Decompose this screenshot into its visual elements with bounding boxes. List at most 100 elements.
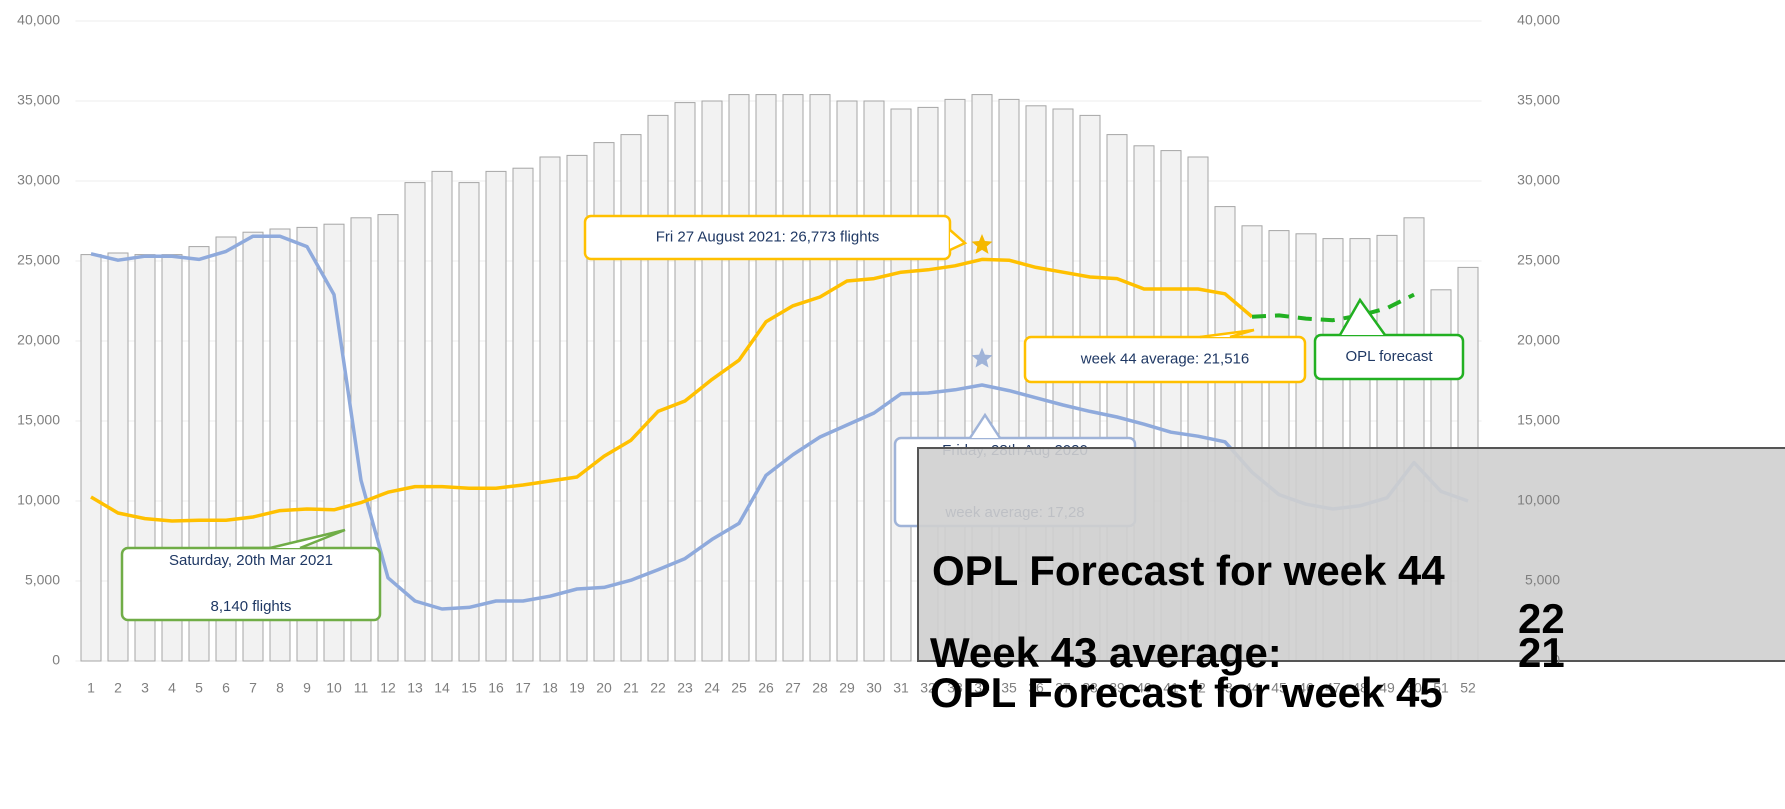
bar bbox=[512, 167, 534, 662]
overlay-text: OPL Forecast for week 45 bbox=[930, 669, 1443, 716]
x-tick-label: 29 bbox=[839, 680, 855, 696]
x-tick-label: 32 bbox=[920, 680, 936, 696]
x-tick-label: 3 bbox=[141, 680, 149, 696]
x-tick-label: 30 bbox=[866, 680, 882, 696]
annotation-box bbox=[1313, 333, 1465, 381]
x-tick-label: 8 bbox=[276, 680, 284, 696]
bar bbox=[890, 108, 912, 662]
x-tick-label: 12 bbox=[380, 680, 396, 696]
x-tick-label: 17 bbox=[515, 680, 531, 696]
x-tick-label: 5 bbox=[195, 680, 203, 696]
annotation-pointer bbox=[968, 412, 1002, 439]
x-tick-label: 37 bbox=[1055, 680, 1071, 696]
x-tick-label: 10 bbox=[326, 680, 342, 696]
x-tick-label: 40 bbox=[1136, 680, 1152, 696]
bar bbox=[404, 182, 426, 662]
bar bbox=[863, 100, 885, 662]
y-tick-label: 35,000 bbox=[17, 92, 60, 108]
y2-tick-label: 20,000 bbox=[1517, 332, 1560, 348]
bar bbox=[539, 156, 561, 662]
annotation-pointer bbox=[949, 229, 968, 252]
overlay-text: 22 bbox=[1518, 595, 1565, 642]
y2-tick-label: 10,000 bbox=[1517, 492, 1560, 508]
annotation-box bbox=[1023, 335, 1307, 384]
x-tick-label: 9 bbox=[303, 680, 311, 696]
x-tick-label: 15 bbox=[461, 680, 477, 696]
y-tick-label: 0 bbox=[52, 652, 60, 668]
x-tick-label: 28 bbox=[812, 680, 828, 696]
x-tick-label: 4 bbox=[168, 680, 176, 696]
x-tick-label: 27 bbox=[785, 680, 801, 696]
y2-tick-label: 15,000 bbox=[1517, 412, 1560, 428]
x-tick-label: 34 bbox=[974, 680, 990, 696]
annotation-text: Fri 27 August 2021: 26,773 flights bbox=[656, 228, 879, 245]
x-tick-label: 20 bbox=[596, 680, 612, 696]
x-tick-label: 49 bbox=[1379, 680, 1395, 696]
y-tick-label: 20,000 bbox=[17, 332, 60, 348]
annotation-pointer bbox=[1199, 328, 1255, 339]
x-tick-label: 19 bbox=[569, 680, 585, 696]
x-tick-label: 21 bbox=[623, 680, 639, 696]
y2-tick-label: 40,000 bbox=[1517, 12, 1560, 28]
annotation-text: Saturday, 20th Mar 2021 bbox=[169, 552, 333, 569]
x-tick-label: 13 bbox=[407, 680, 423, 696]
bar bbox=[593, 142, 615, 662]
annotation-pointer bbox=[1338, 297, 1387, 336]
x-tick-label: 36 bbox=[1028, 680, 1044, 696]
bar bbox=[836, 100, 858, 662]
annotation-pointer bbox=[240, 528, 346, 550]
y-tick-label: 15,000 bbox=[17, 412, 60, 428]
bar bbox=[728, 94, 750, 662]
x-tick-label: 6 bbox=[222, 680, 230, 696]
x-tick-label: 39 bbox=[1109, 680, 1125, 696]
annotation-text: 8,140 flights bbox=[211, 598, 292, 615]
x-tick-label: 46 bbox=[1298, 680, 1314, 696]
x-tick-label: 18 bbox=[542, 680, 558, 696]
overlay-text: Week 43 average: bbox=[930, 629, 1282, 676]
bar bbox=[485, 170, 507, 662]
bar bbox=[431, 170, 453, 662]
overlay-box bbox=[917, 447, 1785, 662]
x-tick-label: 1 bbox=[87, 680, 95, 696]
x-tick-label: 45 bbox=[1271, 680, 1287, 696]
bar bbox=[566, 154, 588, 662]
x-tick-label: 2 bbox=[114, 680, 122, 696]
bar bbox=[809, 94, 831, 662]
overlay-text: OPL Forecast for week 44 bbox=[932, 547, 1445, 594]
y2-tick-label: 0 bbox=[1552, 652, 1560, 668]
overlay-text: 21 bbox=[1518, 629, 1565, 676]
x-tick-label: 14 bbox=[434, 680, 450, 696]
x-tick-label: 23 bbox=[677, 680, 693, 696]
x-tick-label: 42 bbox=[1190, 680, 1206, 696]
line bbox=[90, 257, 1254, 523]
bar bbox=[755, 94, 777, 662]
bar bbox=[647, 114, 669, 662]
overlay: 0 5,000 10,000 15,000 20,000 25,000 30,000 35,0… bbox=[917, 12, 1785, 716]
y2-tick-label: 25,000 bbox=[1517, 252, 1560, 268]
x-tick-label: 11 bbox=[354, 680, 369, 696]
y2-tick-label: 5,000 bbox=[1525, 572, 1560, 588]
x-tick-label: 24 bbox=[704, 680, 720, 696]
annotation-text: week 44 average: 21,516 bbox=[1080, 350, 1249, 367]
x-tick-label: 16 bbox=[488, 680, 504, 696]
annotation-text: OPL forecast bbox=[1346, 348, 1434, 365]
x-tick-label: 41 bbox=[1163, 680, 1179, 696]
y2-tick-label: 30,000 bbox=[1517, 172, 1560, 188]
x-tick-label: 52 bbox=[1460, 680, 1476, 696]
x-tick-label: 51 bbox=[1433, 680, 1449, 696]
x-tick-label: 44 bbox=[1244, 680, 1260, 696]
bar bbox=[674, 102, 696, 662]
x-tick-label: 35 bbox=[1001, 680, 1017, 696]
star-marker bbox=[971, 234, 993, 254]
y-tick-label: 10,000 bbox=[17, 492, 60, 508]
bar bbox=[458, 182, 480, 662]
x-tick-label: 31 bbox=[893, 680, 909, 696]
x-tick-label: 33 bbox=[947, 680, 963, 696]
bar bbox=[782, 94, 804, 662]
x-tick-label: 38 bbox=[1082, 680, 1098, 696]
x-tick-label: 26 bbox=[758, 680, 774, 696]
bar bbox=[620, 134, 642, 662]
line bbox=[1251, 292, 1415, 323]
y2-tick-label: 35,000 bbox=[1517, 92, 1560, 108]
